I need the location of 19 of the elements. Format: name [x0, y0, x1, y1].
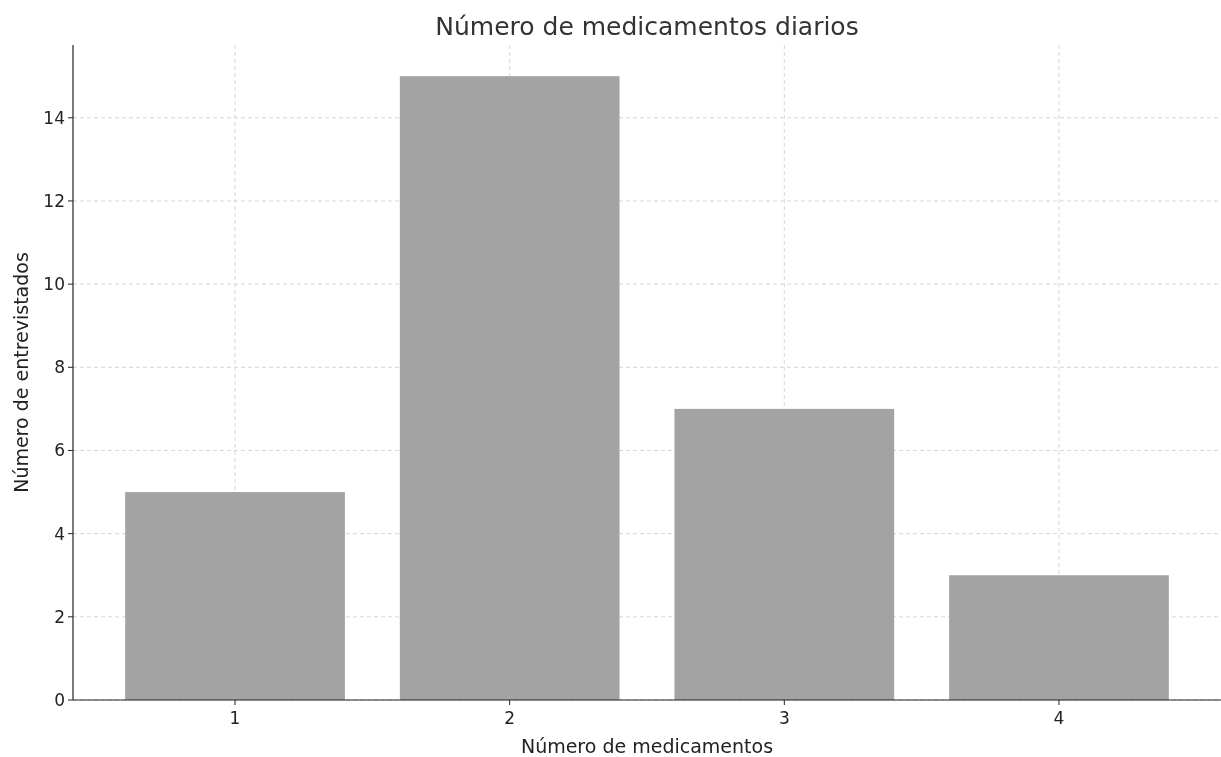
bar	[674, 408, 895, 700]
chart-title: Número de medicamentos diarios	[435, 12, 859, 41]
x-axis-title: Número de medicamentos	[520, 735, 774, 757]
y-tick-label: 0	[54, 689, 65, 710]
x-tick-label: 2	[504, 708, 516, 728]
y-tick-label: 10	[43, 274, 65, 295]
y-tick-label: 8	[54, 357, 65, 378]
bar	[399, 76, 620, 700]
y-tick-label: 6	[54, 440, 65, 461]
x-tick-label: 3	[778, 708, 790, 728]
y-tick-label: 12	[43, 190, 65, 211]
y-tick-label: 4	[54, 523, 65, 544]
x-tick-label: 1	[229, 708, 241, 728]
y-axis-title: Número de entrevistados	[10, 252, 32, 493]
bar	[125, 492, 345, 700]
bar	[949, 575, 1169, 700]
y-tick-label: 14	[43, 107, 65, 128]
x-tick-label: 4	[1053, 708, 1065, 728]
y-tick-label: 2	[54, 606, 65, 627]
